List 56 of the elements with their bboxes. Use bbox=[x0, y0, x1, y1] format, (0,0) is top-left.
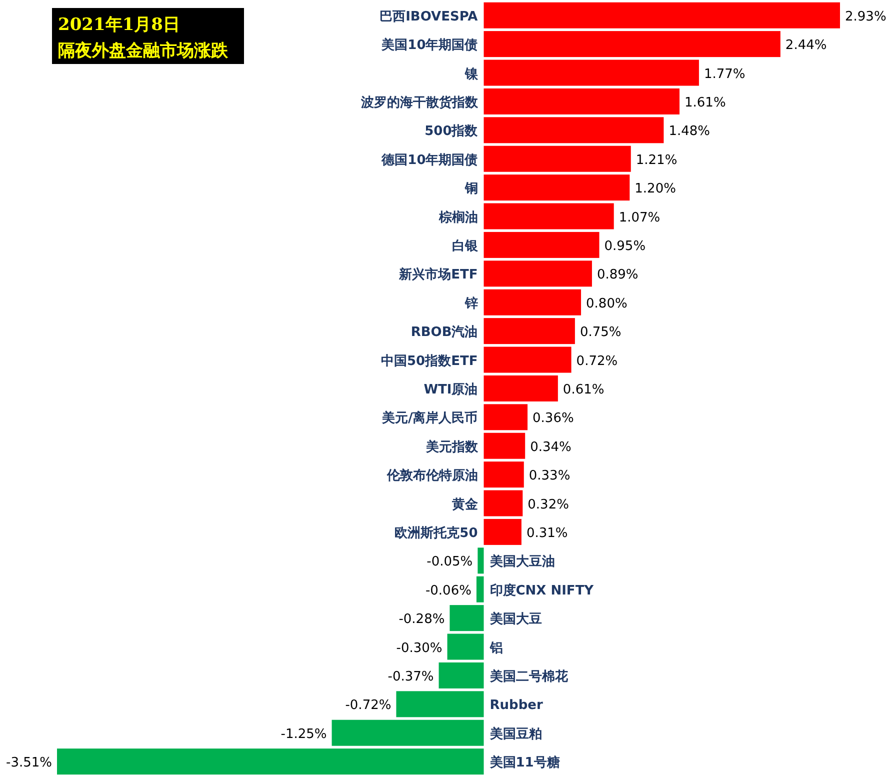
y-tick-label: 美元/离岸人民币 bbox=[381, 410, 478, 426]
y-tick-label: 中国50指数ETF bbox=[381, 354, 478, 369]
y-tick-label: 美国二号棉花 bbox=[488, 668, 569, 684]
data-label: 0.80% bbox=[586, 296, 628, 312]
text: 隔夜外盘金融市场涨跌 bbox=[58, 41, 229, 61]
data-label: 1.61% bbox=[684, 95, 726, 110]
y-tick-label: 白银 bbox=[452, 238, 479, 254]
data-label: -0.06% bbox=[425, 583, 472, 598]
data-label: -0.05% bbox=[426, 554, 473, 570]
y-tick-label: 美国10年期国债 bbox=[380, 37, 478, 54]
data-label: 2.93% bbox=[845, 9, 886, 24]
data-label: -0.72% bbox=[345, 698, 392, 714]
y-tick-label: WTI原油 bbox=[424, 382, 478, 398]
y-tick-label: 铝 bbox=[488, 640, 503, 656]
data-label: 1.20% bbox=[634, 182, 676, 197]
y-tick-label: 伦敦布伦特原油 bbox=[386, 468, 478, 484]
y-tick-label: 美国大豆 bbox=[488, 611, 542, 628]
y-tick-label: 巴西IBOVESPA bbox=[380, 9, 478, 24]
data-label: -0.28% bbox=[398, 612, 445, 628]
data-label: 2.44% bbox=[785, 38, 827, 54]
data-label: -0.37% bbox=[388, 669, 434, 684]
y-tick-label: 波罗的海干散货指数 bbox=[360, 94, 479, 110]
data-label: -0.30% bbox=[396, 640, 442, 656]
y-tick-label: 美国11号糖 bbox=[488, 754, 560, 771]
y-tick-label: 欧洲斯托克50 bbox=[394, 526, 478, 541]
y-tick-label: 美国豆粕 bbox=[488, 726, 542, 742]
y-tick-label: 镍 bbox=[464, 66, 479, 82]
y-tick-label: 棕榈油 bbox=[438, 209, 478, 226]
data-label: 0.61% bbox=[562, 382, 604, 398]
data-label: -1.25% bbox=[280, 726, 327, 742]
data-label: 0.36% bbox=[532, 411, 574, 426]
y-tick-label: 500指数 bbox=[424, 124, 479, 140]
data-label: 0.32% bbox=[528, 497, 569, 512]
data-label: 1.77% bbox=[704, 66, 746, 82]
data-label: 1.48% bbox=[668, 124, 710, 140]
y-tick-label: 铜 bbox=[464, 182, 478, 197]
data-label: 0.89% bbox=[596, 268, 638, 283]
data-label: 0.34% bbox=[530, 440, 572, 455]
data-label: 0.31% bbox=[526, 526, 568, 541]
data-label: 0.75% bbox=[580, 325, 622, 340]
y-tick-label: 美元指数 bbox=[424, 438, 479, 455]
data-label: 0.72% bbox=[576, 354, 618, 369]
y-tick-label: Rubber bbox=[490, 698, 544, 714]
text: 2021年1月8日 bbox=[58, 15, 180, 35]
y-tick-label: 黄金 bbox=[450, 497, 479, 512]
y-tick-label: RBOB汽油 bbox=[410, 325, 478, 340]
data-label: 0.95% bbox=[604, 238, 646, 254]
y-tick-label: 德国10年期国债 bbox=[380, 152, 478, 168]
data-label: 1.21% bbox=[636, 152, 678, 168]
data-label: 0.33% bbox=[528, 468, 570, 484]
data-label: 1.07% bbox=[618, 210, 660, 226]
y-tick-label: 美国大豆油 bbox=[488, 554, 555, 570]
y-tick-label: 锌 bbox=[464, 295, 478, 312]
y-tick-label: 新兴市场ETF bbox=[398, 266, 478, 283]
y-tick-label: 印度CNX NIFTY bbox=[490, 582, 594, 598]
data-label: -3.51% bbox=[6, 756, 52, 771]
